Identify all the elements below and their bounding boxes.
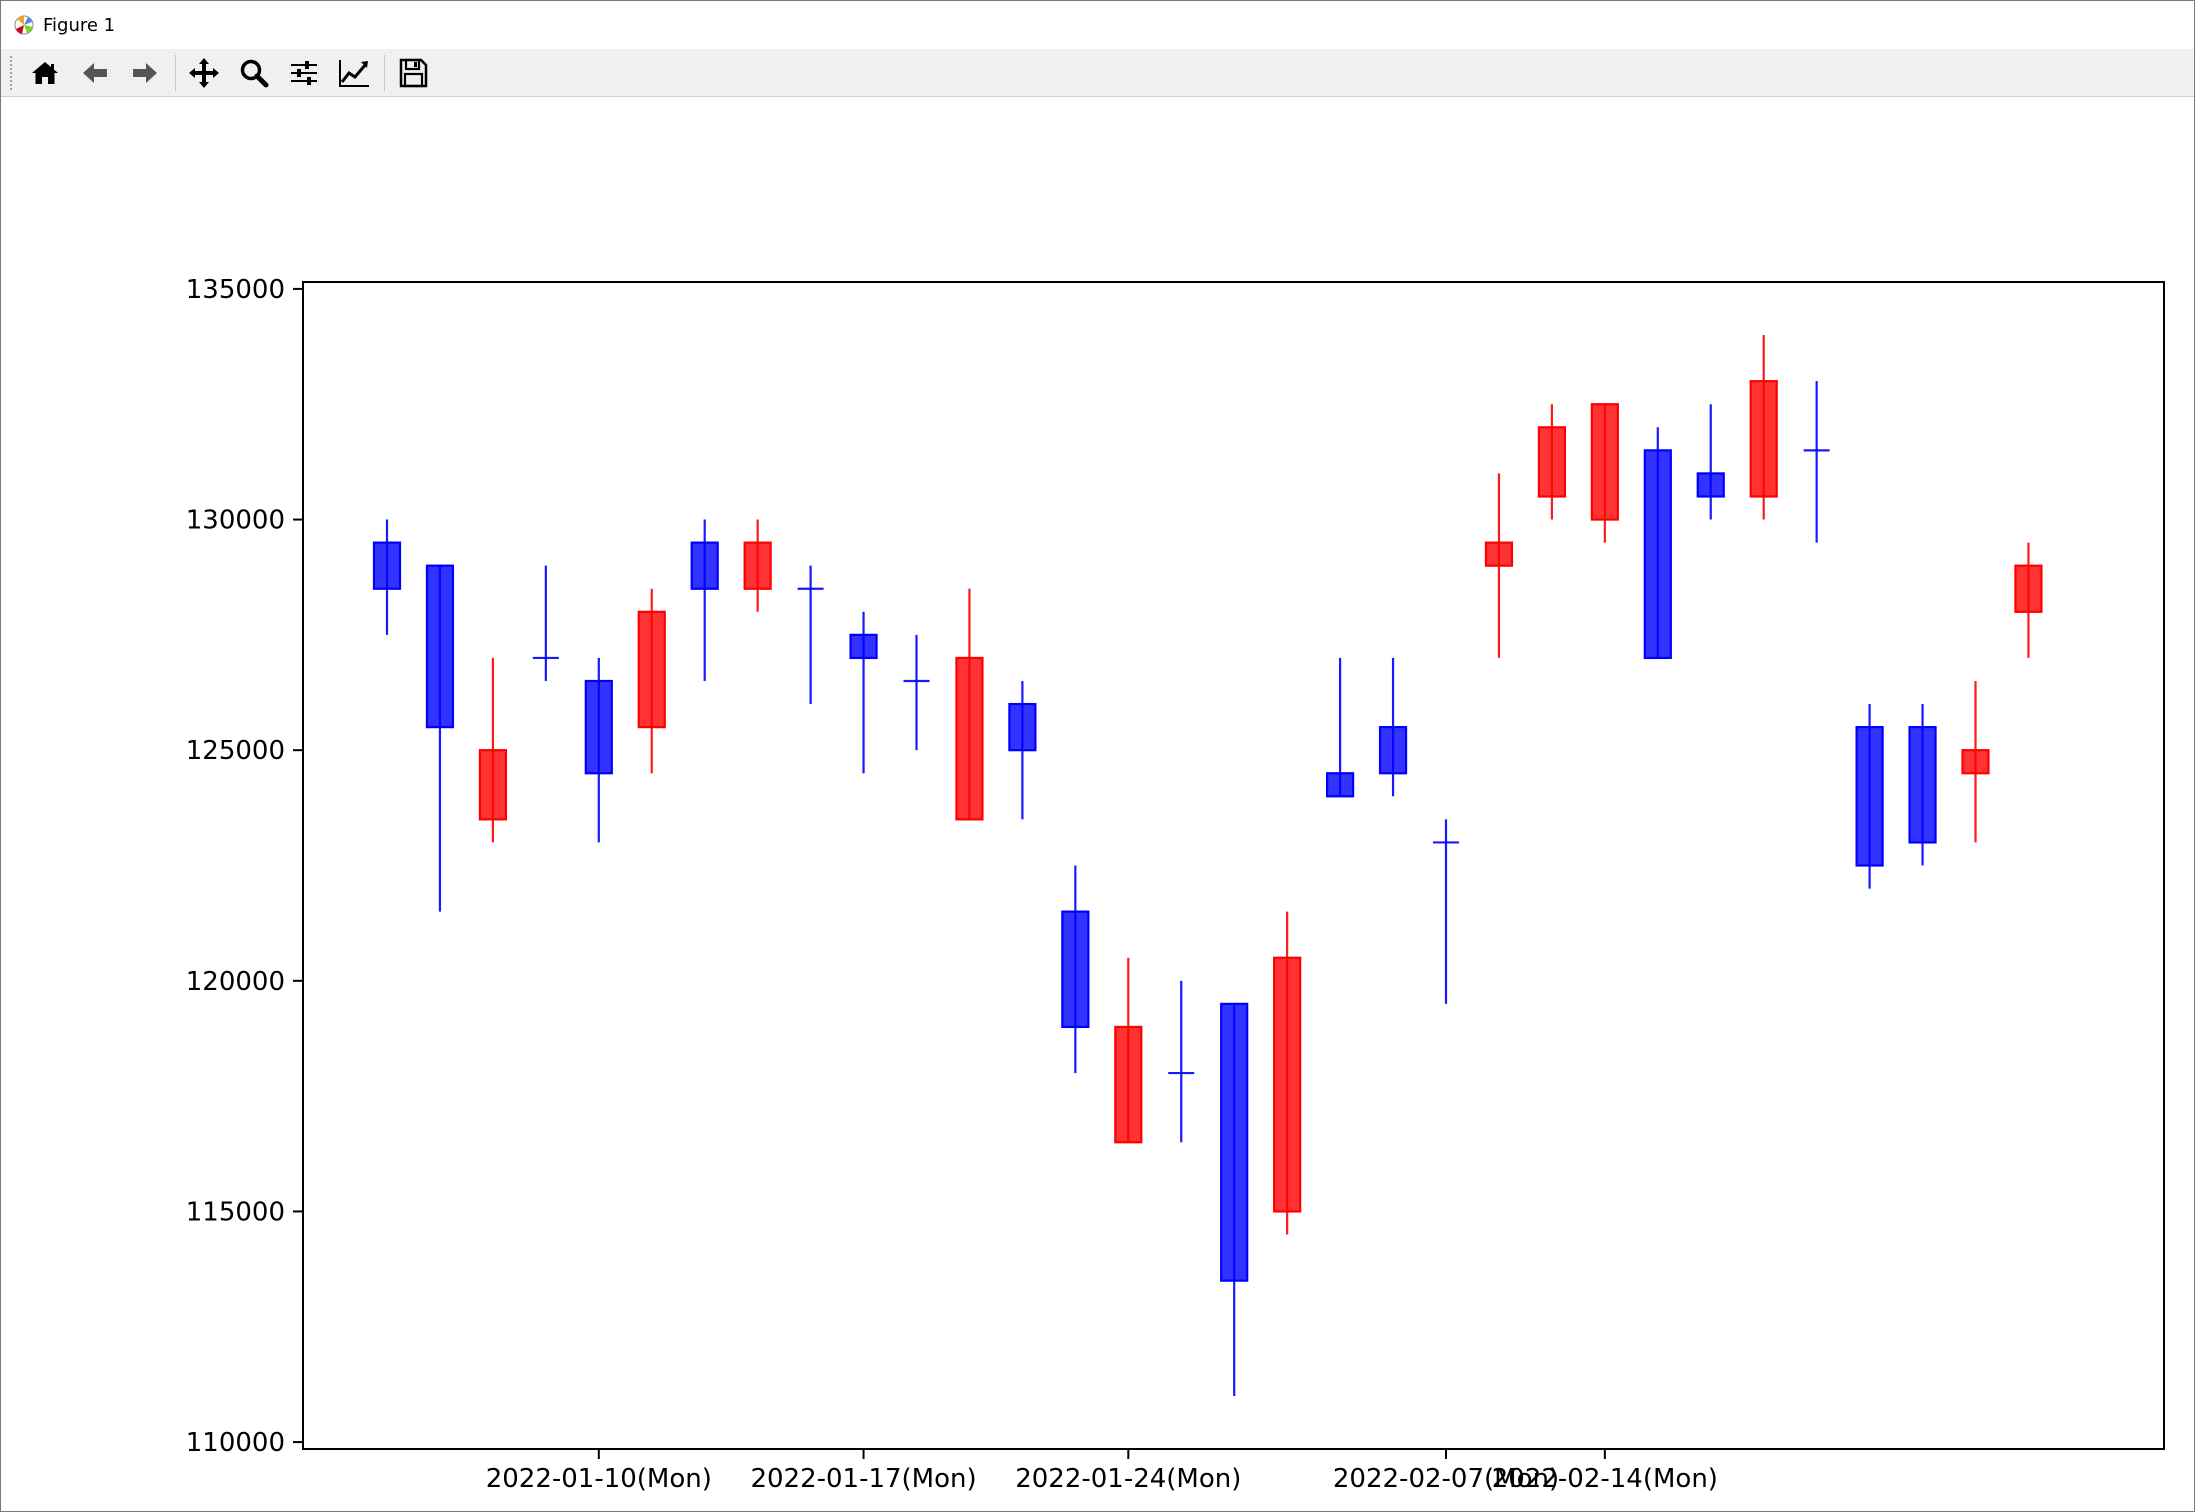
candle bbox=[1378, 657, 1408, 797]
candle bbox=[1537, 404, 1567, 520]
home-button[interactable] bbox=[23, 53, 67, 93]
candle bbox=[743, 519, 772, 612]
candle-body bbox=[743, 541, 772, 590]
window-title: Figure 1 bbox=[43, 14, 116, 36]
candle bbox=[955, 588, 984, 821]
navigation-toolbar bbox=[1, 49, 2194, 97]
candle-body bbox=[1008, 702, 1037, 752]
forward-button[interactable] bbox=[123, 53, 167, 93]
candle-body bbox=[1908, 726, 1937, 844]
candle bbox=[1433, 819, 1459, 1004]
x-tick-label: 2022-01-24(Mon) bbox=[1015, 1464, 1241, 1494]
toolbar-separator bbox=[384, 54, 385, 91]
candle-body bbox=[955, 656, 984, 821]
back-icon bbox=[83, 62, 107, 83]
candle bbox=[1696, 404, 1725, 520]
candle-body bbox=[425, 564, 455, 729]
candle bbox=[690, 519, 719, 681]
edit-axis-button[interactable] bbox=[332, 53, 376, 93]
candle-body bbox=[1378, 726, 1408, 775]
candle-body bbox=[637, 610, 666, 729]
title-bar: Figure 1 bbox=[1, 1, 2194, 49]
candle-body bbox=[1484, 541, 1514, 567]
candle bbox=[1273, 911, 1302, 1235]
axes-frame bbox=[302, 281, 2165, 1450]
candle bbox=[1114, 957, 1143, 1144]
candle bbox=[1855, 704, 1884, 889]
home-icon bbox=[32, 61, 58, 84]
x-tick-label: 2022-01-10(Mon) bbox=[486, 1464, 712, 1494]
candle bbox=[532, 565, 559, 681]
candle bbox=[478, 657, 507, 843]
x-tick-label: 2022-01-17(Mon) bbox=[750, 1464, 976, 1494]
candle bbox=[637, 588, 666, 774]
candle bbox=[1590, 403, 1619, 543]
candle bbox=[2014, 542, 2043, 658]
candle-body bbox=[478, 749, 507, 821]
candle-body bbox=[1220, 1002, 1249, 1282]
candle bbox=[1220, 1002, 1249, 1396]
x-axis: 2022-01-10(Mon) 2022-01-17(Mon) 2022-01-24… bbox=[486, 1449, 1718, 1494]
candle bbox=[1961, 680, 1990, 843]
candle-body bbox=[372, 541, 402, 590]
toolbar-grip[interactable] bbox=[9, 54, 13, 91]
candle bbox=[584, 657, 613, 843]
candle-body bbox=[849, 633, 878, 660]
y-tick-label: 110000 bbox=[186, 1428, 285, 1458]
candle bbox=[1484, 473, 1514, 658]
y-tick-label: 130000 bbox=[186, 506, 285, 536]
candle bbox=[1908, 704, 1937, 866]
candle bbox=[903, 634, 930, 751]
candle bbox=[1061, 865, 1090, 1074]
matplotlib-logo-icon bbox=[14, 15, 34, 35]
forward-icon bbox=[133, 62, 157, 83]
toolbar-separator bbox=[175, 54, 176, 91]
candle bbox=[1643, 427, 1672, 660]
candles-layer bbox=[372, 335, 2043, 1396]
candle bbox=[1749, 335, 1778, 520]
pan-button[interactable] bbox=[182, 53, 226, 93]
edit-axis-icon bbox=[339, 59, 369, 87]
candle-body bbox=[1590, 403, 1619, 521]
configure-subplots-icon bbox=[291, 60, 317, 85]
zoom-button[interactable] bbox=[232, 53, 276, 93]
back-button[interactable] bbox=[73, 53, 117, 93]
candle-body bbox=[1273, 956, 1302, 1213]
save-icon bbox=[399, 58, 428, 87]
candle bbox=[1168, 980, 1195, 1143]
candle bbox=[797, 565, 824, 705]
candle bbox=[372, 519, 402, 635]
zoom-icon bbox=[240, 59, 269, 87]
candle bbox=[1008, 680, 1037, 820]
x-tick-label: 2022-02-07(Mon) bbox=[1333, 1464, 1559, 1494]
candle-body bbox=[584, 679, 613, 775]
candle-body bbox=[1114, 1025, 1143, 1144]
candle bbox=[425, 564, 455, 912]
x-tick-label: 2022-02-14(Mon) bbox=[1492, 1464, 1718, 1494]
configure-subplots-button[interactable] bbox=[282, 53, 326, 93]
candle bbox=[1325, 657, 1355, 798]
candle-body bbox=[1061, 910, 1090, 1029]
candle-body bbox=[1325, 772, 1355, 798]
y-tick-label: 135000 bbox=[186, 275, 285, 305]
candle-body bbox=[690, 541, 719, 590]
candle-body bbox=[1749, 380, 1778, 498]
y-tick-label: 125000 bbox=[186, 736, 285, 766]
pan-icon bbox=[189, 57, 219, 88]
candle-body bbox=[1855, 726, 1884, 867]
candle-body bbox=[2014, 564, 2043, 613]
candle bbox=[1803, 381, 1830, 543]
candle bbox=[849, 611, 878, 774]
candle-body bbox=[1696, 472, 1725, 498]
candle-body bbox=[1537, 426, 1567, 498]
candle-body bbox=[1643, 449, 1672, 660]
y-tick-label: 115000 bbox=[186, 1197, 285, 1227]
y-tick-label: 120000 bbox=[186, 967, 285, 997]
y-axis: 110000 115000 120000 125000 130000 135000 bbox=[186, 275, 303, 1458]
candlestick-chart: 110000 115000 120000 125000 130000 135000 202… bbox=[186, 275, 2165, 1494]
save-button[interactable] bbox=[391, 53, 435, 93]
candle-body bbox=[1961, 749, 1990, 775]
